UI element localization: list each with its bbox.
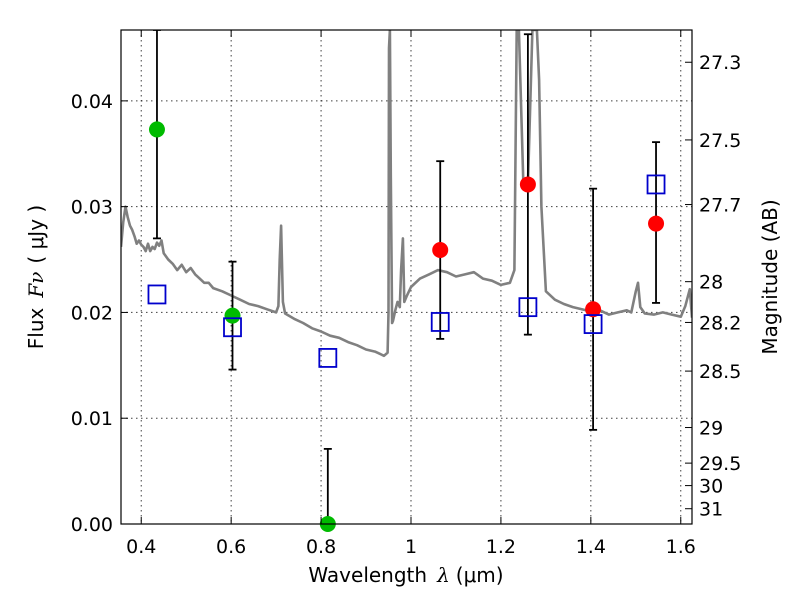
x-axis-ticks: 0.4 0.6 0.8 1 1.2 1.4 1.6	[126, 30, 696, 558]
plot-frame	[120, 29, 693, 525]
y-tick-label: 0.02	[71, 302, 113, 324]
x-tick-label: 0.6	[216, 536, 246, 558]
flux-measurement-point	[519, 176, 536, 193]
x-tick-label: 0.4	[126, 536, 156, 558]
model-flux-square	[223, 317, 242, 338]
magnitude-tick-label: 27.5	[699, 130, 741, 152]
flux-measurement-point	[432, 242, 449, 259]
data-points-layer	[147, 121, 666, 532]
magnitude-tick-label: 29	[699, 418, 723, 440]
template-spectrum-line	[121, 30, 692, 358]
x-tick-label: 1.6	[666, 536, 696, 558]
magnitude-tick-label: 31	[699, 499, 723, 521]
x-axis-label-unit: (μm)	[456, 563, 504, 587]
model-flux-square	[430, 312, 450, 332]
magnitude-tick-label: 28.2	[699, 312, 741, 334]
y-tick-label: 0.03	[71, 197, 113, 219]
y-tick-label: 0.01	[71, 408, 113, 430]
model-flux-square	[518, 297, 538, 318]
magnitude-tick-label: 27.7	[699, 195, 741, 217]
model-flux-square	[318, 348, 338, 368]
x-axis-label: Wavelength λ (μm)	[308, 563, 503, 587]
magnitude-tick-label: 28	[699, 272, 723, 294]
y-tick-label: 0.04	[71, 91, 113, 113]
y-axis-label-unit: ( μJy )	[24, 205, 48, 264]
y-axis-label: Flux Fν ( μJy )	[24, 205, 48, 349]
x-tick-label: 1.4	[576, 536, 606, 558]
errorbar-layer	[152, 30, 661, 524]
x-tick-label: 0.8	[306, 536, 336, 558]
x-axis-label-symbol: λ	[436, 563, 450, 587]
y-axis-label-symbol: Fν	[24, 272, 48, 299]
flux-measurement-point	[585, 301, 602, 318]
model-flux-square	[646, 174, 666, 195]
x-tick-label: 1	[405, 536, 417, 558]
magnitude-tick-label: 30	[699, 476, 723, 498]
template-spectrum-layer	[121, 30, 692, 358]
grid-lines	[121, 30, 692, 525]
flux-measurement-point	[148, 121, 165, 138]
y-axis-label-text: Flux	[24, 307, 48, 349]
magnitude-tick-label: 28.5	[699, 361, 741, 383]
model-flux-square	[147, 284, 167, 305]
flux-measurement-point	[648, 215, 665, 232]
model-flux-square	[583, 314, 603, 334]
x-axis-label-text: Wavelength	[308, 563, 427, 587]
magnitude-tick-label: 29.5	[699, 453, 741, 475]
flux-measurement-point	[224, 307, 241, 324]
magnitude-tick-label: 27.3	[699, 52, 741, 74]
magnitude-axis-label: Magnitude (AB)	[758, 199, 782, 354]
y-tick-label: 0.00	[71, 514, 113, 536]
y-axis-ticks: 0.00 0.01 0.02 0.03 0.04	[71, 91, 128, 536]
x-tick-label: 1.2	[486, 536, 516, 558]
